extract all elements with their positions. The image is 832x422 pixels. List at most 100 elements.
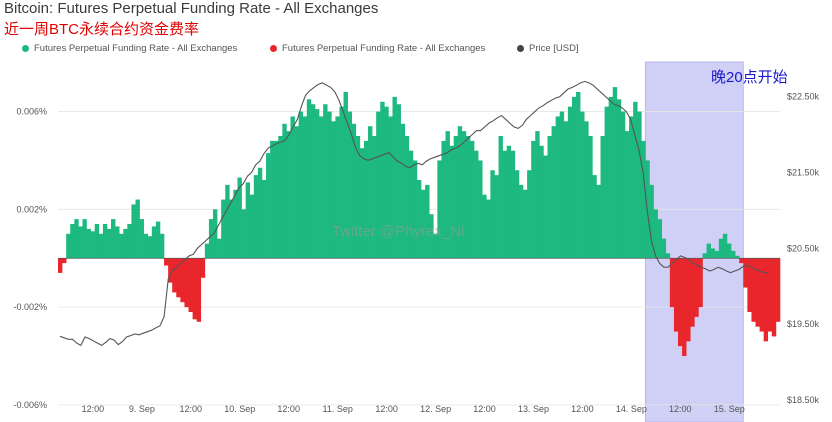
bar-positive — [637, 111, 642, 259]
bar-positive — [229, 199, 234, 259]
bar-positive — [123, 228, 128, 259]
bar-positive — [441, 140, 446, 259]
bar-positive — [249, 194, 255, 259]
bar-positive — [310, 104, 316, 259]
bar-positive — [527, 170, 532, 259]
bar-positive — [298, 111, 304, 259]
bar-positive — [608, 96, 614, 259]
bar-positive — [722, 233, 728, 259]
x-tick-label: 12:00 — [571, 404, 594, 414]
bar-negative — [771, 258, 777, 337]
bar-positive — [551, 126, 556, 259]
bar-positive — [270, 140, 275, 259]
x-tick-label: 12:00 — [669, 404, 692, 414]
y-left-tick-label: 0.002% — [16, 204, 47, 214]
bar-positive — [282, 123, 287, 259]
legend-item-negative[interactable]: Futures Perpetual Funding Rate - All Exc… — [270, 43, 495, 54]
bar-positive — [624, 131, 630, 259]
bar-negative — [164, 258, 169, 266]
bar-positive — [70, 224, 75, 259]
bar-positive — [600, 136, 605, 259]
bar-positive — [461, 131, 467, 259]
bar-negative — [180, 258, 185, 303]
bar-positive — [363, 140, 369, 259]
bar-negative — [763, 258, 769, 342]
bar-positive — [217, 238, 222, 259]
bar-positive — [523, 189, 528, 259]
bar-negative — [755, 258, 760, 327]
bar-positive — [286, 131, 291, 259]
bar-negative — [682, 258, 687, 356]
bar-positive — [510, 150, 516, 259]
legend-dot-price — [517, 45, 524, 52]
bar-positive — [714, 250, 720, 259]
bar-positive — [274, 140, 279, 259]
bar-positive — [102, 224, 108, 259]
y-axis-right: $22.50k $21.50k $20.50k $19.50k $18.50k — [787, 92, 820, 405]
bar-positive — [74, 219, 79, 259]
legend-label-positive: Futures Perpetual Funding Rate - All Exc… — [34, 43, 238, 54]
bar-positive — [404, 136, 410, 259]
bar-positive — [596, 184, 601, 259]
bar-positive — [306, 99, 312, 259]
bar-positive — [567, 106, 573, 259]
x-tick-label: 9. Sep — [129, 404, 155, 414]
legend-dot-positive — [22, 45, 29, 52]
bar-positive — [653, 209, 658, 259]
legend-item-positive[interactable]: Futures Perpetual Funding Rate - All Exc… — [22, 43, 248, 54]
grid — [58, 111, 780, 406]
bar-positive — [355, 136, 361, 259]
bar-positive — [151, 226, 157, 259]
y-left-tick-label: -0.006% — [13, 400, 47, 410]
bar-positive — [735, 255, 740, 259]
bar-negative — [673, 258, 679, 332]
y-right-tick-label: $19.50k — [787, 319, 820, 329]
y-axis-left: 0.006% 0.002% -0.002% -0.006% — [13, 107, 47, 410]
bar-negative — [168, 258, 173, 283]
bar-negative — [200, 258, 206, 278]
bar-positive — [323, 104, 328, 259]
bar-positive — [702, 253, 707, 259]
bar-positive — [392, 96, 397, 259]
bar-positive — [90, 231, 96, 259]
x-tick-label: 12:00 — [277, 404, 300, 414]
bar-positive — [547, 136, 552, 259]
bar-positive — [82, 219, 87, 259]
bar-positive — [580, 111, 585, 259]
bar-positive — [726, 243, 732, 259]
bar-positive — [657, 219, 663, 259]
bar-positive — [94, 224, 100, 259]
bar-positive — [233, 189, 238, 259]
bar-positive — [302, 116, 308, 259]
bar-negative — [188, 258, 193, 312]
legend-dot-negative — [270, 45, 277, 52]
bar-positive — [555, 116, 561, 259]
bar-positive — [384, 106, 389, 259]
legend-item-price[interactable]: Price [USD] — [517, 43, 579, 54]
bar-positive — [506, 145, 512, 259]
bar-positive — [319, 116, 324, 259]
bar-positive — [380, 101, 385, 259]
bar-positive — [388, 116, 393, 259]
bar-positive — [372, 136, 377, 259]
bar-positive — [257, 167, 263, 259]
bar-positive — [225, 184, 230, 259]
bar-positive — [604, 106, 609, 259]
bar-positive — [665, 253, 671, 259]
x-axis: 12:00 9. Sep 12:00 10. Sep 12:00 11. Sep 12:00… — [82, 404, 745, 414]
x-tick-label: 13. Sep — [518, 404, 549, 414]
bar-positive — [127, 224, 132, 259]
bar-positive — [327, 111, 332, 259]
bar-positive — [400, 123, 406, 259]
bar-positive — [588, 136, 593, 259]
bar-positive — [331, 121, 336, 259]
bar-positive — [641, 140, 646, 259]
bar-positive — [245, 182, 251, 259]
bar-negative — [690, 258, 695, 327]
bar-negative — [743, 258, 748, 288]
bar-positive — [278, 136, 283, 259]
bar-positive — [531, 140, 536, 259]
funding-bars — [58, 87, 781, 356]
bar-positive — [469, 140, 475, 259]
bar-positive — [474, 150, 479, 259]
